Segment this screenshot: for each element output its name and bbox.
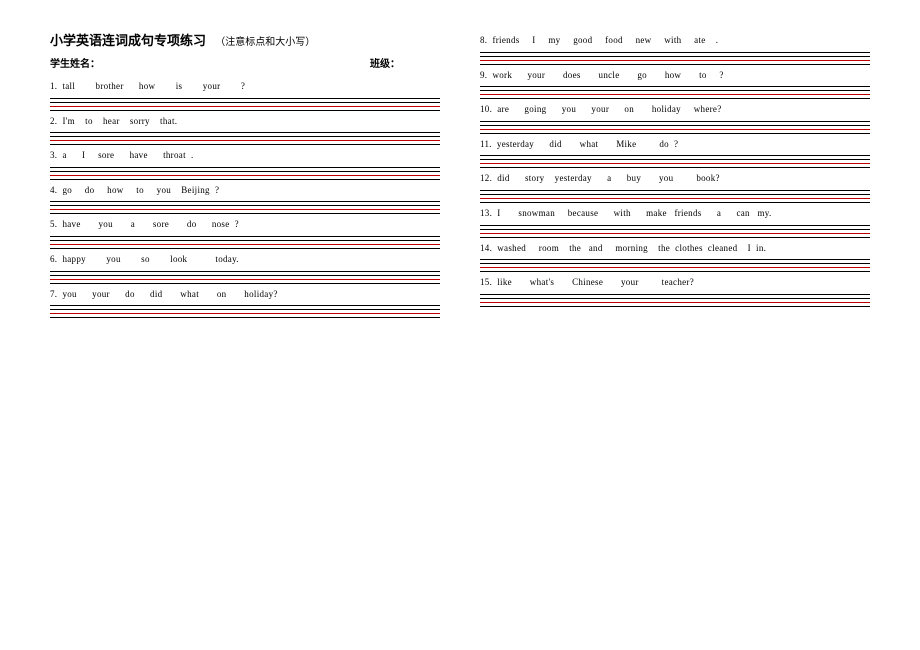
writing-lines [480,49,870,65]
question: 14. washed room the and morning the clot… [480,242,870,255]
class-label: 班级： [370,55,400,70]
writing-line [480,303,870,307]
title-note: （注意标点和大小写） [215,37,315,48]
writing-line [50,176,440,180]
meta-spacer [100,55,370,70]
question: 3. a I sore have throat . [50,149,440,162]
writing-lines [480,256,870,272]
student-name-label: 学生姓名： [50,55,100,70]
writing-line [480,130,870,134]
writing-lines [480,118,870,134]
writing-line [50,141,440,145]
title-text: 小学英语连词成句专项练习 [50,33,206,48]
writing-line [480,95,870,99]
writing-line [50,107,440,111]
writing-line [50,210,440,214]
writing-line [480,61,870,65]
question: 7. you your do did what on holiday? [50,288,440,301]
question: 5. have you a sore do nose ? [50,218,440,231]
question: 15. like what's Chinese your teacher? [480,276,870,289]
meta-row: 学生姓名： 班级： [50,55,440,70]
writing-lines [480,291,870,307]
writing-line [50,314,440,318]
meta-pad [400,55,440,70]
left-question-list: 1. tall brother how is your ? 2. I'm to h… [50,76,440,322]
question: 1. tall brother how is your ? [50,80,440,93]
question: 13. I snowman because with make friends … [480,207,870,220]
writing-lines [50,268,440,284]
writing-line [50,245,440,249]
writing-lines [50,95,440,111]
question: 9. work your does uncle go how to ? [480,69,870,82]
writing-lines [480,187,870,203]
worksheet-title: 小学英语连词成句专项练习 （注意标点和大小写） [50,30,440,49]
writing-lines [480,83,870,99]
question: 12. did story yesterday a buy you book? [480,172,870,185]
question: 10. are going you your on holiday where? [480,103,870,116]
writing-line [480,164,870,168]
writing-line [480,199,870,203]
writing-lines [480,222,870,238]
question: 2. I'm to hear sorry that. [50,115,440,128]
question: 4. go do how to you Beijing ? [50,184,440,197]
question: 8. friends I my good food new with ate . [480,34,870,47]
writing-lines [50,198,440,214]
writing-lines [480,152,870,168]
writing-lines [50,164,440,180]
right-question-list: 8. friends I my good food new with ate .… [480,30,870,311]
writing-line [480,234,870,238]
question: 11. yesterday did what Mike do ? [480,138,870,151]
writing-lines [50,233,440,249]
writing-line [480,268,870,272]
writing-lines [50,129,440,145]
question: 6. happy you so look today. [50,253,440,266]
writing-line [50,280,440,284]
writing-lines [50,302,440,318]
right-column: 8. friends I my good food new with ate .… [480,30,870,620]
left-column: 小学英语连词成句专项练习 （注意标点和大小写） 学生姓名： 班级： 1. tal… [50,30,440,620]
